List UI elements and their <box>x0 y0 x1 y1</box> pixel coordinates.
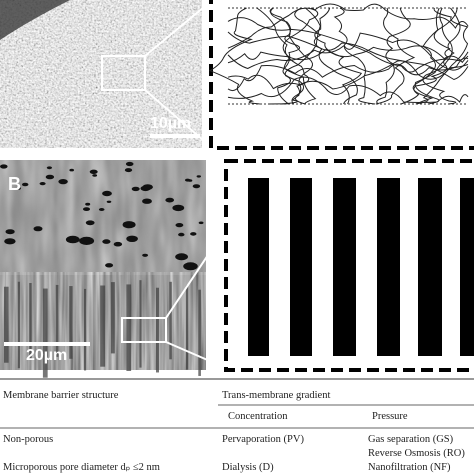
table-cell: Pervaporation (PV) <box>222 434 304 445</box>
panel-label: B <box>8 174 21 194</box>
pore <box>92 174 98 177</box>
pore-channel <box>4 286 9 363</box>
pore <box>5 229 15 235</box>
network-strand <box>227 3 469 49</box>
pore <box>105 263 114 268</box>
network-strand <box>227 45 469 64</box>
pore <box>58 179 68 185</box>
pore <box>46 166 53 170</box>
pore <box>65 235 80 244</box>
pore <box>185 178 191 182</box>
pore <box>102 239 111 244</box>
pore <box>69 168 74 172</box>
pore-channel <box>139 280 142 368</box>
panel-a-sketch <box>208 0 474 150</box>
pore-channel <box>17 281 20 369</box>
pore <box>98 208 105 211</box>
pore <box>102 190 112 197</box>
pore-channel <box>69 286 73 359</box>
network-strand <box>270 7 304 105</box>
pore <box>89 169 98 174</box>
pore-channel <box>29 283 32 359</box>
pore <box>198 221 204 225</box>
panel-b-sketch <box>224 159 474 372</box>
network-strand <box>376 7 411 105</box>
pore-channel <box>100 285 106 367</box>
network-strand <box>227 57 469 92</box>
pore <box>175 253 189 261</box>
pore <box>83 207 90 212</box>
pore <box>106 200 112 203</box>
pore-channel <box>84 288 87 371</box>
pore <box>124 168 133 173</box>
pore <box>113 241 123 247</box>
network-strand <box>208 7 260 105</box>
pore <box>183 262 198 271</box>
network-strand <box>268 7 321 105</box>
pore-channel <box>55 284 59 357</box>
pore-channel <box>185 285 189 370</box>
pore <box>85 202 91 206</box>
pore <box>142 253 149 257</box>
table-cell: Microporous pore diameter dₚ ≤2 nm <box>3 462 160 473</box>
pore <box>165 197 174 203</box>
network-strand <box>414 7 461 105</box>
pore <box>175 223 184 228</box>
network-strand <box>227 60 469 90</box>
pore <box>192 184 201 189</box>
network-strand <box>294 7 358 105</box>
pore-channel <box>42 288 48 378</box>
table-cell: Reverse Osmosis (RO) <box>368 448 465 459</box>
pore-channel <box>198 289 201 376</box>
pore <box>39 182 46 186</box>
network-strand <box>227 17 469 73</box>
network-strand <box>227 31 469 81</box>
table-header: Concentration <box>228 411 288 422</box>
network-strand <box>333 7 376 105</box>
pore <box>79 236 95 245</box>
table-cell: Nanofiltration (NF) <box>368 462 451 473</box>
pore <box>196 175 201 178</box>
pore <box>0 164 8 169</box>
pore <box>172 204 185 212</box>
pore <box>142 198 152 204</box>
network-strand <box>412 7 440 105</box>
panel-a-image: 10µm <box>0 0 211 148</box>
network-strand <box>282 7 319 105</box>
scale-bar-label: 10µm <box>150 115 191 132</box>
network-strand <box>227 32 469 71</box>
pore-channel <box>169 281 172 360</box>
pore <box>45 174 55 180</box>
pore-channel <box>156 287 159 373</box>
table-header: Trans-membrane gradient <box>222 390 330 401</box>
table-cell: Dialysis (D) <box>222 462 274 473</box>
pore <box>178 232 185 237</box>
pore <box>125 161 134 167</box>
pore <box>131 186 140 192</box>
network-strand <box>375 7 416 105</box>
pore <box>16 187 21 190</box>
pore <box>33 226 43 232</box>
panel-b-image: 20µm B <box>0 160 227 378</box>
table-cell: Non-porous <box>3 434 53 445</box>
pore <box>4 238 16 245</box>
pore <box>122 221 136 229</box>
pore <box>22 182 29 187</box>
network-strand <box>256 7 310 105</box>
network-strand <box>227 76 469 103</box>
table-header: Pressure <box>372 411 408 422</box>
network-strand <box>422 7 457 105</box>
table-header: Membrane barrier structure <box>3 390 119 401</box>
pore <box>190 232 197 236</box>
scale-bar-label: 20µm <box>26 347 67 364</box>
pore <box>142 184 153 191</box>
pore-channel <box>110 282 115 354</box>
pore-channel <box>126 284 132 371</box>
pore <box>85 220 95 226</box>
table-cell: Gas separation (GS) <box>368 434 454 445</box>
table: Membrane barrier structure Trans-membran… <box>0 378 474 473</box>
pore <box>126 235 138 242</box>
